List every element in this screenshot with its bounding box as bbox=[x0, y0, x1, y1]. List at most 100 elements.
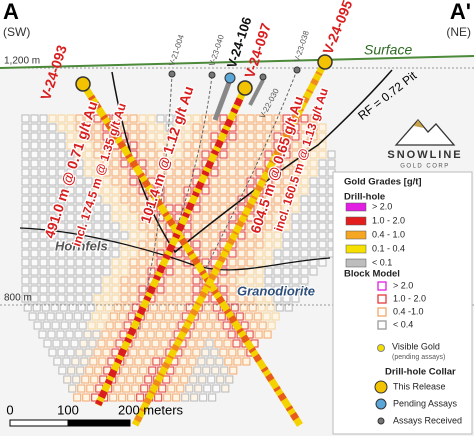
block bbox=[121, 366, 130, 375]
block bbox=[244, 312, 253, 321]
block bbox=[155, 330, 164, 339]
block bbox=[138, 231, 147, 240]
block bbox=[21, 240, 30, 249]
block bbox=[75, 204, 84, 213]
block bbox=[102, 258, 111, 267]
block bbox=[109, 312, 118, 321]
block bbox=[255, 231, 264, 240]
block bbox=[282, 276, 291, 285]
block bbox=[111, 231, 120, 240]
block bbox=[318, 258, 327, 267]
block bbox=[96, 321, 105, 330]
block bbox=[156, 186, 165, 195]
block bbox=[30, 267, 39, 276]
legend-label: This Release bbox=[393, 381, 446, 391]
block bbox=[53, 357, 62, 366]
block bbox=[282, 150, 291, 159]
block bbox=[228, 177, 237, 186]
block bbox=[201, 186, 210, 195]
block bbox=[48, 159, 57, 168]
block bbox=[39, 276, 48, 285]
block bbox=[237, 258, 246, 267]
block bbox=[192, 141, 201, 150]
logo: SNOWLINE GOLD CORP bbox=[387, 119, 461, 170]
block bbox=[68, 303, 77, 312]
block bbox=[237, 186, 246, 195]
block bbox=[84, 123, 93, 132]
block bbox=[273, 294, 282, 303]
block bbox=[106, 339, 115, 348]
block bbox=[147, 348, 156, 357]
block bbox=[102, 213, 111, 222]
block bbox=[120, 231, 129, 240]
block bbox=[219, 204, 228, 213]
legend-swatch bbox=[377, 417, 385, 425]
block bbox=[156, 168, 165, 177]
block bbox=[21, 141, 30, 150]
block bbox=[57, 276, 66, 285]
block bbox=[282, 222, 291, 231]
block bbox=[30, 276, 39, 285]
block bbox=[117, 375, 126, 384]
section-end: A' bbox=[450, 0, 471, 24]
block bbox=[73, 393, 82, 402]
block bbox=[216, 375, 225, 384]
block bbox=[84, 348, 93, 357]
block bbox=[228, 150, 237, 159]
block bbox=[111, 177, 120, 186]
block bbox=[300, 195, 309, 204]
block bbox=[147, 132, 156, 141]
collar bbox=[237, 80, 253, 96]
block bbox=[21, 168, 30, 177]
block bbox=[219, 276, 228, 285]
block bbox=[145, 312, 154, 321]
block bbox=[273, 240, 282, 249]
block bbox=[309, 132, 318, 141]
block bbox=[148, 366, 157, 375]
block bbox=[84, 285, 93, 294]
block bbox=[93, 285, 102, 294]
block bbox=[300, 213, 309, 222]
block bbox=[138, 348, 147, 357]
block bbox=[93, 231, 102, 240]
drill-trace bbox=[199, 69, 298, 281]
block bbox=[129, 249, 138, 258]
legend-label: 0.4 - 1.0 bbox=[372, 229, 405, 239]
block bbox=[266, 303, 275, 312]
block bbox=[264, 231, 273, 240]
block bbox=[138, 240, 147, 249]
legend-label: Pending Assays bbox=[393, 398, 458, 408]
block bbox=[309, 222, 318, 231]
block bbox=[291, 177, 300, 186]
block bbox=[239, 303, 248, 312]
block bbox=[68, 384, 77, 393]
block bbox=[75, 114, 84, 123]
legend-heading: Drill-hole bbox=[344, 192, 385, 203]
block bbox=[93, 177, 102, 186]
block bbox=[176, 303, 185, 312]
block bbox=[191, 330, 200, 339]
block bbox=[273, 213, 282, 222]
block bbox=[111, 276, 120, 285]
block bbox=[291, 222, 300, 231]
block bbox=[156, 348, 165, 357]
block bbox=[273, 132, 282, 141]
block bbox=[291, 285, 300, 294]
block bbox=[111, 186, 120, 195]
block bbox=[102, 204, 111, 213]
block bbox=[235, 312, 244, 321]
block bbox=[255, 267, 264, 276]
block bbox=[300, 222, 309, 231]
block bbox=[21, 213, 30, 222]
block bbox=[84, 222, 93, 231]
block bbox=[174, 258, 183, 267]
block bbox=[104, 303, 113, 312]
block bbox=[264, 222, 273, 231]
block bbox=[258, 321, 267, 330]
block bbox=[93, 150, 102, 159]
block bbox=[131, 303, 140, 312]
block bbox=[225, 375, 234, 384]
block bbox=[39, 249, 48, 258]
block bbox=[138, 150, 147, 159]
block bbox=[78, 321, 87, 330]
